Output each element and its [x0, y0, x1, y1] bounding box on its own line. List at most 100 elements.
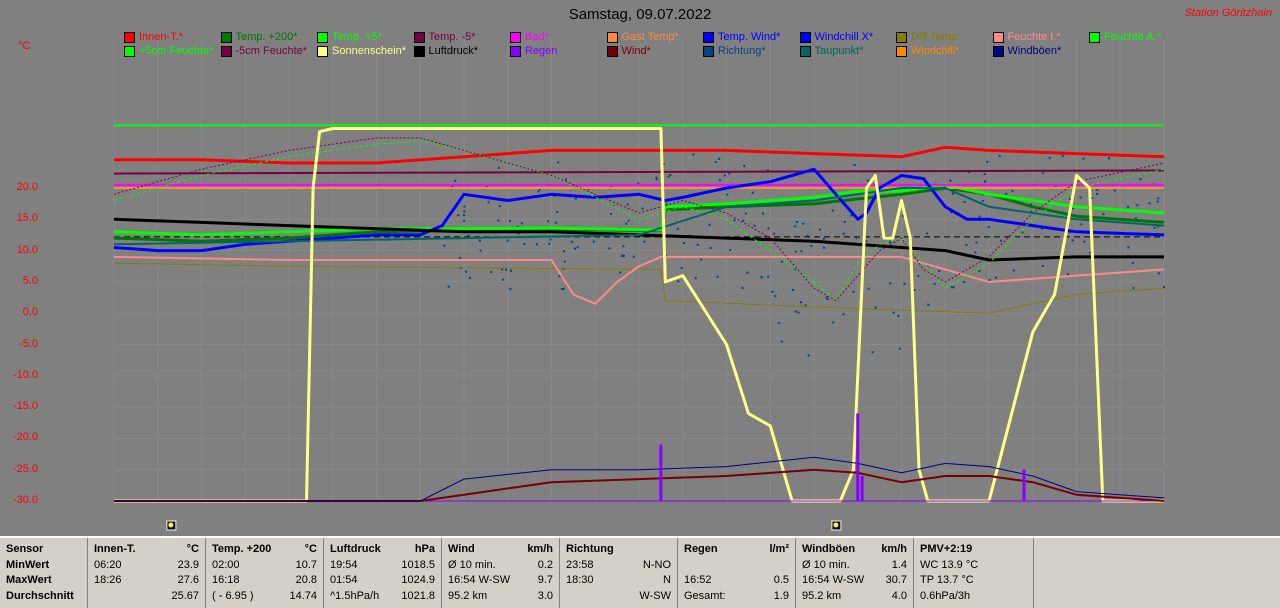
direction-dot	[767, 275, 770, 278]
legend-item: Innen-T.*	[124, 31, 183, 43]
stats-cell: Gesamt:	[684, 589, 726, 602]
direction-dot	[926, 232, 929, 235]
stats-cell: 10.7	[295, 558, 317, 571]
legend-swatch	[413, 31, 425, 43]
direction-dot	[610, 212, 613, 215]
direction-dot	[548, 242, 551, 245]
direction-dot	[733, 219, 736, 222]
direction-dot	[623, 254, 626, 257]
direction-dot	[1040, 227, 1043, 230]
stats-cell: 95.2 km	[448, 589, 488, 602]
direction-dot	[469, 276, 472, 279]
direction-dot	[1005, 192, 1008, 195]
direction-dot	[826, 298, 829, 301]
legend-label: Temp. -5*	[428, 31, 476, 43]
direction-dot	[938, 269, 941, 272]
legend-item: Temp. +200*	[220, 31, 298, 43]
direction-dot	[949, 179, 952, 182]
legend-label: Diff Temp.	[911, 31, 961, 43]
stats-row: MaxWert	[6, 574, 81, 590]
direction-dot	[903, 282, 906, 285]
direction-dot	[694, 277, 697, 280]
stats-row: MinWert	[6, 559, 81, 575]
direction-dot	[793, 268, 796, 271]
stats-cell: Wind	[448, 543, 475, 555]
legend-item: Bad*	[510, 31, 549, 43]
stats-row: 16:54 W-SW 9.7	[448, 574, 553, 590]
direction-dot	[517, 232, 520, 235]
direction-dot	[975, 241, 978, 244]
stats-cell: 4.0	[891, 589, 907, 602]
direction-dot	[1030, 210, 1033, 213]
direction-dot	[655, 178, 658, 181]
direction-dot	[1000, 239, 1003, 242]
direction-dot	[508, 220, 511, 223]
y-tick-label: 20.0	[16, 181, 38, 193]
stats-row: Ø 10 min. 1.4	[802, 559, 907, 575]
direction-dot	[1136, 204, 1139, 207]
direction-dot	[806, 234, 809, 237]
direction-dot	[978, 270, 981, 273]
legend-label: Feuchte A.*	[1104, 31, 1161, 43]
direction-dot	[897, 314, 900, 317]
direction-dot	[1080, 223, 1083, 226]
stats-cell: 06:20	[94, 558, 122, 571]
direction-dot	[818, 228, 821, 231]
direction-dot	[479, 249, 482, 252]
direction-dot	[807, 354, 810, 357]
series-line	[113, 262, 1165, 314]
stats-column: Temp. +200 °C 02:00 10.7 16:18 20.8 ( - 6.95 )…	[206, 538, 324, 608]
stats-row: Windböen km/h	[802, 543, 907, 559]
y-tick-label: -10.0	[12, 368, 38, 381]
direction-dot	[641, 207, 644, 210]
legend-item: Temp. Wind*	[703, 31, 780, 43]
direction-dot	[1156, 200, 1159, 203]
series-line	[113, 167, 1165, 253]
legend-label: Temp. +5*	[332, 31, 382, 43]
direction-dot	[810, 245, 813, 248]
legend-label: Sonnenschein*	[332, 45, 407, 57]
direction-dot	[1091, 196, 1094, 199]
direction-dot	[1102, 213, 1105, 216]
stats-cell: 95.2 km	[802, 589, 842, 602]
legend-label: Gast Temp*	[621, 31, 679, 43]
direction-dot	[780, 340, 783, 343]
stats-row: 18:30 N	[566, 574, 671, 590]
direction-dot	[842, 232, 845, 235]
direction-dot	[761, 212, 764, 215]
direction-dot	[478, 239, 481, 242]
direction-dot	[822, 237, 825, 240]
direction-dot	[855, 237, 858, 240]
direction-dot	[608, 247, 611, 250]
stats-cell: Innen-T.	[94, 543, 136, 555]
stats-cell: 16:54 W-SW	[802, 574, 865, 586]
stats-cell: ( - 6.95 )	[212, 589, 254, 602]
legend-swatch	[896, 31, 907, 43]
stats-row: 0.6hPa/3h	[920, 590, 1027, 606]
series-line	[113, 183, 1165, 237]
legend-item: Taupunkt*	[799, 45, 863, 57]
direction-dot	[767, 227, 770, 230]
y-tick-label: -5.0	[19, 337, 38, 350]
direction-dot	[1011, 189, 1014, 192]
direction-dot	[751, 191, 754, 194]
direction-dot	[1021, 231, 1024, 234]
stats-column: PMV+2:19 WC 13.9 °C TP 13.7 °C 0.6hPa/3h	[914, 538, 1034, 608]
direction-dot	[998, 154, 1001, 157]
direction-dot	[677, 280, 680, 283]
legend-swatch	[992, 31, 1004, 43]
stats-row: WC 13.9 °C	[920, 559, 1027, 575]
stats-cell: Durchschnitt	[6, 589, 74, 602]
direction-dot	[637, 182, 640, 185]
direction-dot	[792, 288, 795, 291]
direction-dot	[950, 286, 953, 289]
legend-swatch	[220, 45, 232, 57]
stats-cell: 02:00	[212, 558, 240, 571]
direction-dot	[1071, 239, 1074, 242]
legend-swatch	[413, 45, 425, 57]
stats-cell: l/m²	[769, 543, 789, 555]
direction-dot	[988, 225, 991, 228]
stats-row: Richtung	[566, 543, 671, 559]
legend-item: Regen	[510, 45, 557, 57]
direction-dot	[867, 287, 870, 290]
